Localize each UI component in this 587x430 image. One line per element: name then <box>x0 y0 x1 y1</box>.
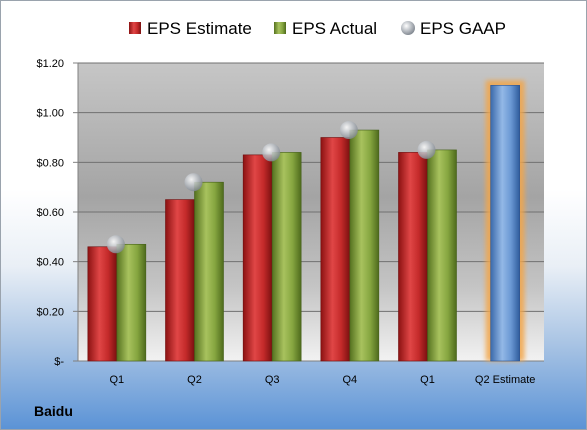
eps-actual-bar <box>427 149 457 362</box>
eps-actual-bar <box>271 152 302 362</box>
y-tick-label: $0.60 <box>36 207 64 219</box>
y-tick-label: $1.00 <box>36 108 64 120</box>
eps-actual-bar <box>194 181 224 362</box>
y-tick-label: $- <box>54 356 64 368</box>
legend-label: EPS GAAP <box>420 19 506 38</box>
eps-gaap-marker <box>339 121 358 140</box>
eps-gaap-marker <box>184 173 203 192</box>
y-tick-label: $0.20 <box>36 306 64 318</box>
legend-swatch <box>401 21 415 35</box>
y-tick-label: $0.40 <box>36 257 64 269</box>
bars <box>87 80 525 362</box>
x-tick-label: Q4 <box>342 374 357 386</box>
x-tick-label: Q1 <box>420 374 435 386</box>
legend-swatch <box>129 22 141 34</box>
legend: EPS Estimate EPS Actual EPS GAAP <box>129 19 506 38</box>
x-tick-label: Q2 <box>187 374 202 386</box>
legend-label: EPS Actual <box>292 19 377 38</box>
eps-estimate-bar <box>87 246 118 362</box>
gridlines <box>78 62 544 312</box>
x-tick-label: Q3 <box>265 374 280 386</box>
eps-estimate-bar <box>320 137 351 362</box>
company-label: Baidu <box>34 403 73 419</box>
eps-gaap-marker <box>106 235 125 254</box>
y-tick-label: $1.20 <box>36 58 64 70</box>
x-tick-label: Q1 <box>109 374 124 386</box>
eps-gaap-marker <box>262 143 281 162</box>
eps-estimate-bar <box>398 152 428 362</box>
eps-gaap-marker <box>417 140 436 159</box>
x-tick-label: Q2 Estimate <box>475 374 536 386</box>
legend-label: EPS Estimate <box>147 19 252 38</box>
legend-swatch <box>274 22 286 34</box>
axes <box>73 62 544 362</box>
eps-estimate-bar <box>242 154 273 362</box>
y-tick-label: $0.80 <box>36 157 64 169</box>
gaap-markers <box>106 121 436 254</box>
eps-actual-bar <box>116 243 147 362</box>
q2-estimate-bar <box>490 85 520 362</box>
axis-labels: $- $0.20 $0.40 $0.60 $0.80 $1.00 $1.20 Q1 Q2 Q3 Q4… <box>36 58 535 386</box>
eps-actual-bar <box>349 129 380 362</box>
eps-estimate-bar <box>165 199 195 362</box>
